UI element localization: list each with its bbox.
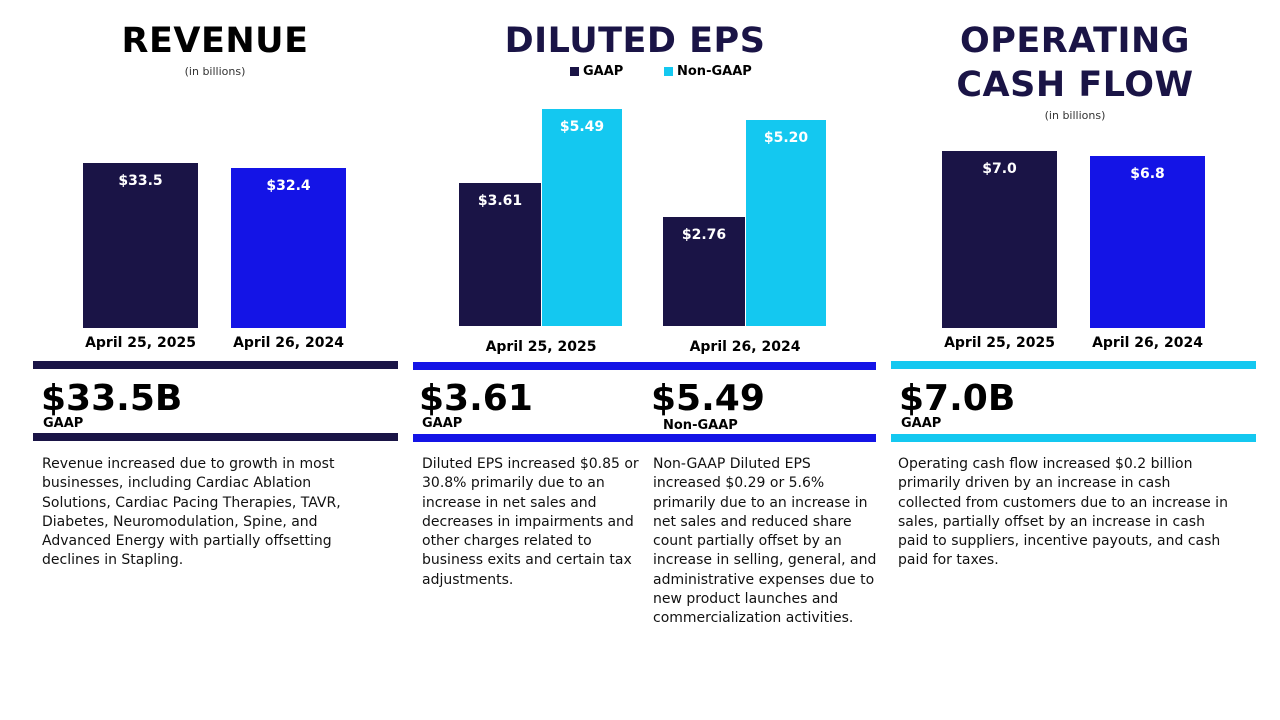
bar-data-label: $3.61 bbox=[477, 193, 523, 210]
eps-gaap-description: Diluted EPS increased $0.85 or 30.8% pri… bbox=[422, 456, 639, 588]
category-label: April 25, 2025 bbox=[85, 335, 196, 351]
bar-data-label: $5.49 bbox=[559, 119, 605, 135]
bar-1: $32.4 bbox=[231, 168, 346, 328]
revenue-subtitle: (in billions) bbox=[184, 65, 246, 78]
legend-nongaap: Non-GAAP bbox=[664, 64, 752, 79]
ocf-big-value: $7.0B bbox=[899, 378, 1016, 419]
eps-divider-top bbox=[413, 362, 876, 370]
revenue-divider-top bbox=[33, 361, 398, 369]
eps-nongaap-tag: Non-GAAP bbox=[663, 418, 738, 433]
bar-data-label: $6.8 bbox=[1130, 166, 1165, 183]
bar-gaap-0: $3.61 bbox=[459, 183, 541, 326]
ocf-divider-top bbox=[891, 361, 1256, 369]
eps-gaap-big-value: $3.61 bbox=[419, 378, 533, 419]
revenue-divider-bottom bbox=[33, 433, 398, 441]
bar-data-label: $5.20 bbox=[763, 130, 809, 147]
revenue-description: Revenue increased due to growth in most … bbox=[42, 456, 341, 569]
legend-label-nongaap: Non-GAAP bbox=[677, 64, 752, 79]
legend-label-gaap: GAAP bbox=[583, 64, 624, 79]
ocf-subtitle: (in billions) bbox=[1044, 109, 1106, 122]
revenue-big-value: $33.5B bbox=[41, 378, 183, 419]
category-label: April 25, 2025 bbox=[944, 335, 1055, 351]
bar-data-label: $2.76 bbox=[681, 226, 727, 243]
bar-data-label: $33.5 bbox=[118, 173, 163, 189]
eps-title: DILUTED EPS bbox=[504, 21, 766, 61]
ocf-title-line1: OPERATING bbox=[959, 21, 1191, 61]
bar-data-label: $7.0 bbox=[982, 161, 1017, 177]
legend-swatch-nongaap bbox=[664, 67, 673, 76]
bar-data-label: $32.4 bbox=[266, 178, 311, 195]
legend-gaap: GAAP bbox=[570, 64, 623, 79]
eps-nongaap-big-value: $5.49 bbox=[651, 378, 765, 419]
legend-swatch-gaap bbox=[570, 67, 579, 76]
eps-gaap-tag: GAAP bbox=[422, 416, 463, 431]
category-label: April 26, 2024 bbox=[1092, 335, 1203, 351]
revenue-gaap-tag: GAAP bbox=[43, 416, 84, 431]
bar-gaap-1: $2.76 bbox=[663, 216, 745, 326]
category-label: April 26, 2024 bbox=[233, 335, 344, 351]
revenue-title: REVENUE bbox=[121, 21, 309, 61]
ocf-title-line2: CASH FLOW bbox=[956, 65, 1194, 105]
category-label: April 26, 2024 bbox=[689, 339, 801, 355]
category-label: April 25, 2025 bbox=[485, 339, 597, 355]
ocf-divider-bottom bbox=[891, 434, 1256, 442]
eps-divider-bottom bbox=[413, 434, 876, 442]
bar-non-gaap-1: $5.20 bbox=[746, 120, 826, 326]
bar-0: $7.0 bbox=[942, 151, 1057, 328]
ocf-gaap-tag: GAAP bbox=[901, 416, 942, 431]
bar-1: $6.8 bbox=[1090, 156, 1205, 328]
bar-0: $33.5 bbox=[83, 163, 198, 328]
eps-nongaap-description: Non-GAAP Diluted EPS increased $0.29 or … bbox=[653, 456, 877, 627]
bar-non-gaap-0: $5.49 bbox=[542, 109, 622, 326]
ocf-description: Operating cash flow increased $0.2 billi… bbox=[898, 456, 1228, 569]
